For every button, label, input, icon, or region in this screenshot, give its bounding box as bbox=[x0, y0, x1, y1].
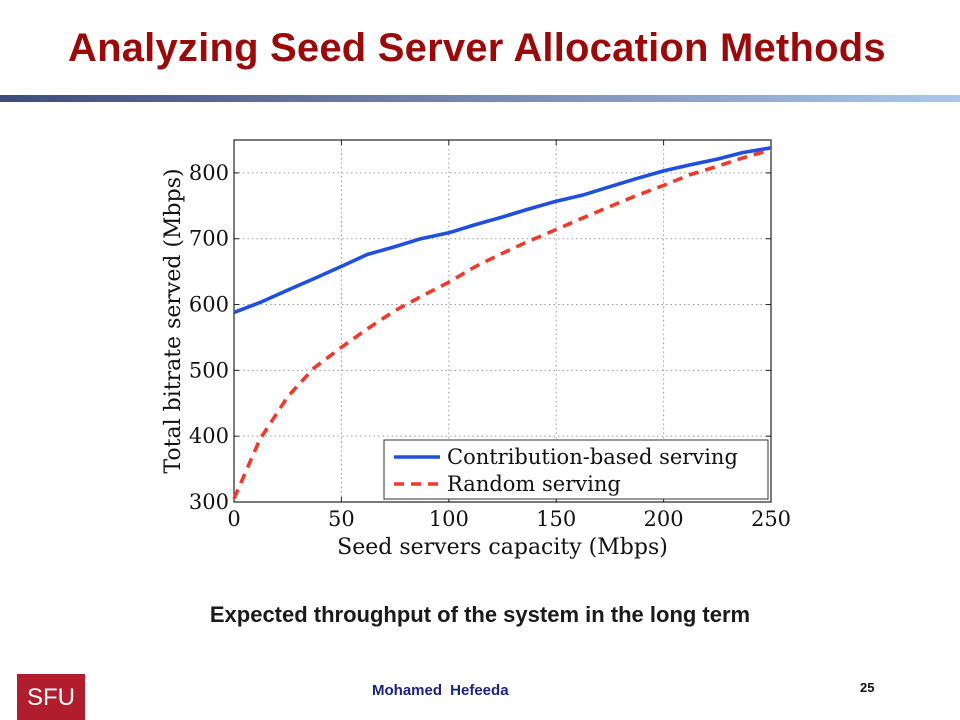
x-tick-label: 150 bbox=[536, 507, 576, 531]
x-tick-label: 250 bbox=[751, 507, 791, 531]
throughput-chart: 0 50 100 150 200 250 300 400 500 600 700 800 Seed se… bbox=[161, 139, 791, 560]
legend-box bbox=[383, 439, 769, 500]
x-tick-label: 50 bbox=[328, 507, 355, 531]
y-tick-label: 400 bbox=[189, 424, 229, 448]
x-tick-label: 100 bbox=[429, 507, 469, 531]
chart-caption: Expected throughput of the system in the… bbox=[209, 602, 751, 627]
y-tick-label: 500 bbox=[189, 358, 229, 382]
y-tick-label: 700 bbox=[189, 227, 229, 251]
y-tick-label: 800 bbox=[189, 161, 229, 185]
x-tick-label: 200 bbox=[644, 507, 684, 531]
y-tick-label: 300 bbox=[189, 490, 229, 514]
plot-frame bbox=[233, 139, 772, 503]
legend-label: Random serving bbox=[447, 472, 621, 496]
author-name: Mohamed Hefeeda bbox=[372, 682, 509, 699]
logo-text: SFU bbox=[27, 684, 75, 711]
title-divider bbox=[0, 95, 960, 102]
y-tick-label: 600 bbox=[189, 293, 229, 317]
legend-label: Contribution-based serving bbox=[447, 445, 738, 469]
y-axis-label: Total bitrate served (Mbps) bbox=[161, 168, 186, 473]
series-line-random bbox=[232, 148, 772, 500]
x-tick-label: 0 bbox=[227, 507, 240, 531]
x-axis-label: Seed servers capacity (Mbps) bbox=[337, 535, 668, 560]
series-line-contribution-based bbox=[233, 146, 772, 315]
page-number: 25 bbox=[860, 680, 875, 695]
sfu-logo: SFU bbox=[17, 674, 85, 720]
slide-title: Analyzing Seed Server Allocation Methods bbox=[68, 26, 886, 70]
